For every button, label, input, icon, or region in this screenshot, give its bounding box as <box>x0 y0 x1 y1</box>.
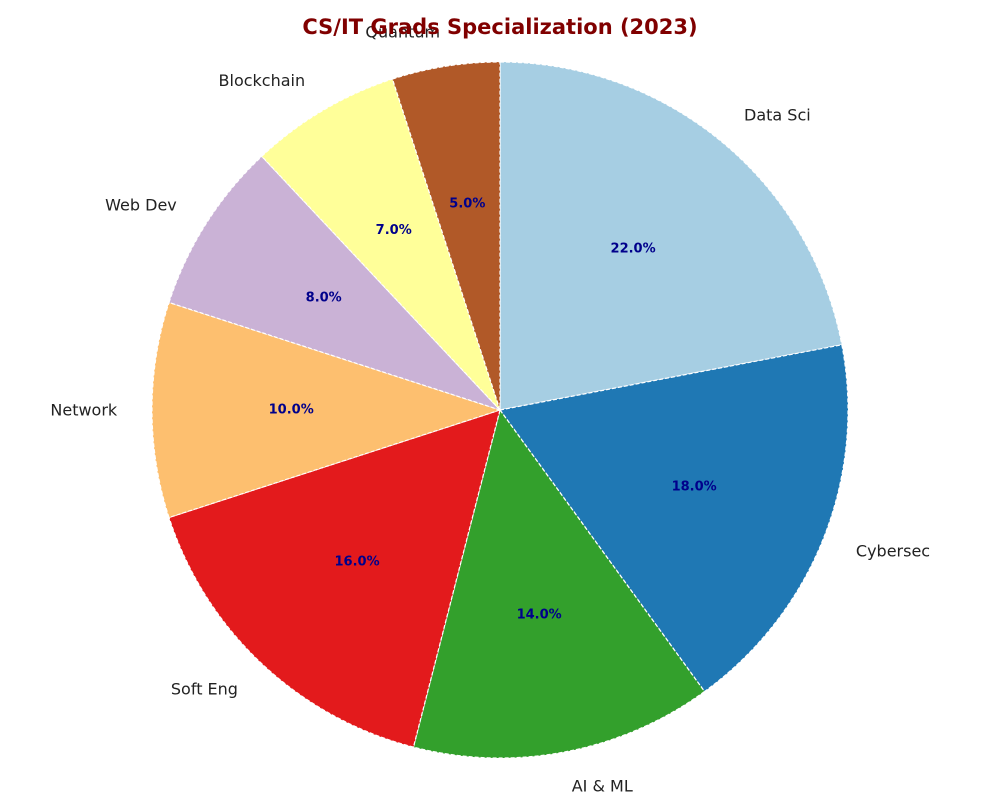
pie-slice-soft-eng <box>168 409 501 748</box>
slice-label: AI & ML <box>572 777 633 796</box>
percent-label: 7.0% <box>376 223 412 238</box>
percent-label: 10.0% <box>269 403 314 418</box>
slice-label: Quantum <box>365 22 440 41</box>
percent-labels: 22.0% 18.0% 14.0% 16.0% 10.0% 8.0% 7.0% 5.0% <box>269 196 717 622</box>
slice-label: Soft Eng <box>171 680 238 699</box>
percent-label: 8.0% <box>306 291 342 306</box>
slice-label: Data Sci <box>744 106 811 125</box>
percent-label: 18.0% <box>672 479 717 494</box>
percent-label: 16.0% <box>335 555 380 570</box>
pie-slice-ai-ml <box>412 408 706 759</box>
pie-slices <box>151 61 849 759</box>
pie-slice-web-dev <box>168 155 501 411</box>
pie-slice-data-sci <box>499 61 843 411</box>
slice-labels: Data Sci Cybersec AI & ML Soft Eng Network We… <box>50 22 930 795</box>
slice-label: Cybersec <box>856 541 930 560</box>
pie-slice-quantum <box>391 61 501 411</box>
pie-slice-blockchain <box>260 78 501 411</box>
slice-label: Network <box>50 401 118 420</box>
slice-label: Web Dev <box>105 195 177 214</box>
pie-slice-cybersec <box>498 344 849 693</box>
percent-label: 5.0% <box>449 196 485 211</box>
chart-title: CS/IT Grads Specialization (2023) <box>302 15 697 39</box>
slice-label: Blockchain <box>219 71 306 90</box>
pie-slice-network <box>151 301 502 519</box>
percent-label: 22.0% <box>611 242 656 257</box>
percent-label: 14.0% <box>517 608 562 623</box>
